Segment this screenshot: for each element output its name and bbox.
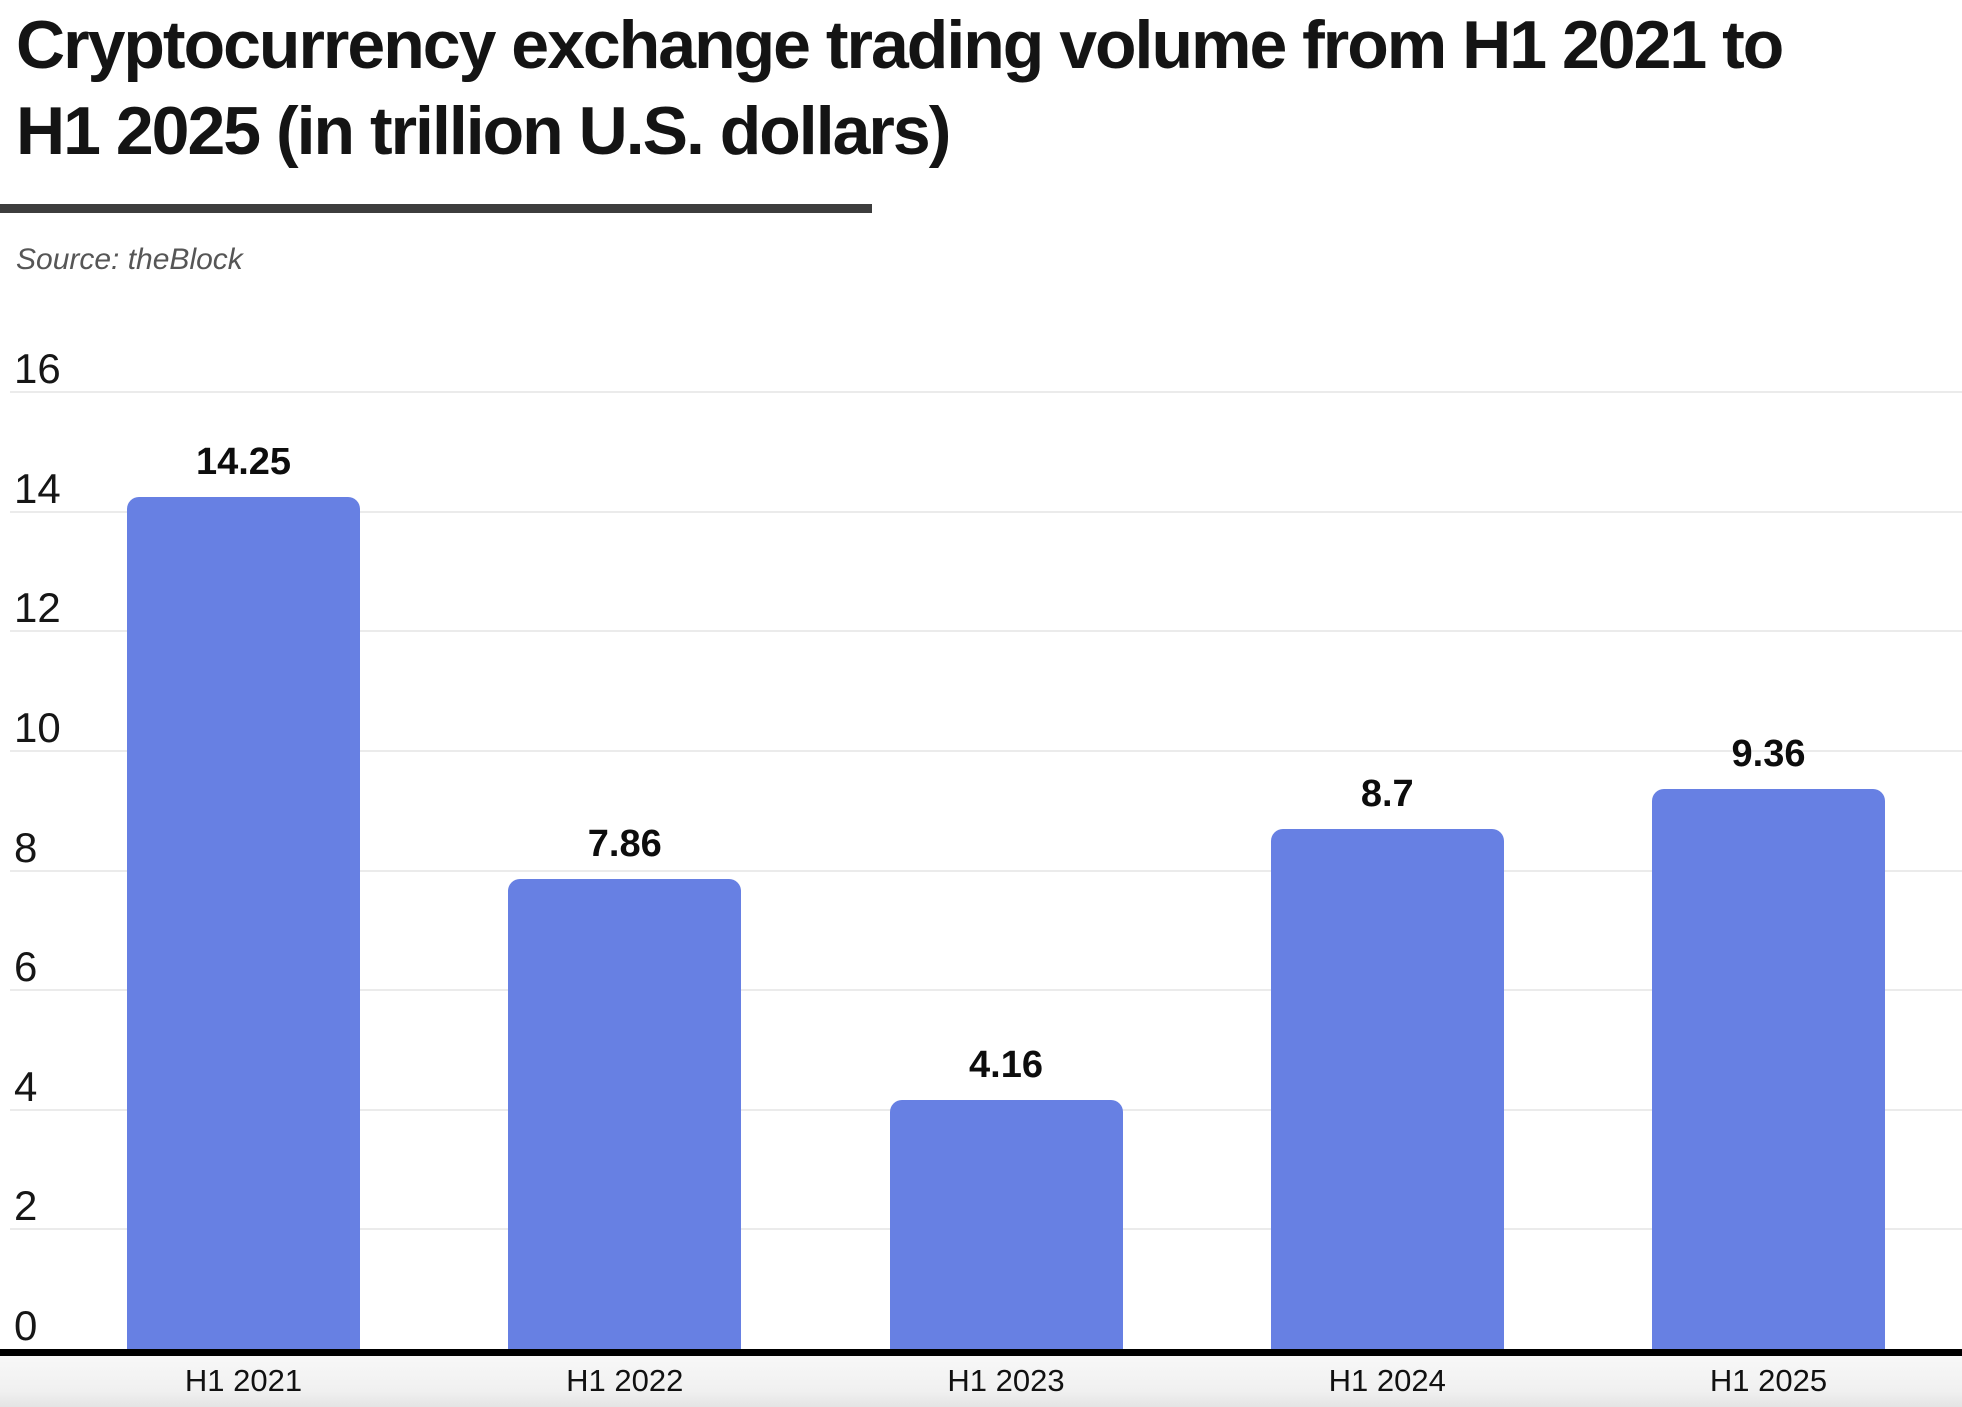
- y-tick-label-0: 0: [14, 1302, 38, 1349]
- chart-title-line-1: Cryptocurrency exchange trading volume f…: [16, 7, 1784, 83]
- chart-title-line-2: H1 2025 (in trillion U.S. dollars): [16, 93, 951, 169]
- bar-h1-2022: [508, 878, 742, 1351]
- source-note: Source: theBlock: [16, 243, 243, 276]
- bar-h1-2021: [127, 496, 360, 1351]
- y-tick-label-8: 8: [14, 823, 38, 871]
- x-axis-label-h1-2024: H1 2024: [1328, 1363, 1446, 1398]
- gridline-6: [10, 989, 1962, 992]
- y-tick-label-6: 6: [14, 943, 38, 991]
- title-underline: [0, 204, 872, 213]
- bar-value-label-h1-2025: 9.36: [1731, 733, 1806, 776]
- bar-value-label-h1-2023: 4.16: [969, 1044, 1043, 1087]
- gridline-10: [10, 750, 1962, 752]
- x-axis-line: [0, 1349, 1962, 1356]
- chart-title: Cryptocurrency exchange trading volume f…: [16, 2, 1784, 174]
- y-tick-label-16: 16: [14, 345, 61, 393]
- x-axis-label-h1-2025: H1 2025: [1709, 1363, 1828, 1398]
- bar-value-label-h1-2022: 7.86: [587, 822, 662, 865]
- y-tick-label-10: 10: [14, 704, 61, 751]
- gridline-16: [10, 391, 1962, 394]
- bar-h1-2023: [889, 1100, 1123, 1351]
- x-axis-label-h1-2021: H1 2021: [184, 1363, 303, 1398]
- bar-h1-2025: [1652, 789, 1885, 1351]
- x-axis-label-h1-2022: H1 2022: [566, 1363, 684, 1398]
- gridline-8: [10, 869, 1962, 872]
- bar-h1-2024: [1270, 828, 1504, 1351]
- bar-value-label-h1-2024: 8.7: [1360, 772, 1414, 815]
- gridline-12: [10, 630, 1962, 633]
- y-tick-label-14: 14: [14, 464, 61, 512]
- x-axis-label-strip: [0, 1356, 1962, 1407]
- y-tick-label-12: 12: [14, 584, 61, 632]
- y-tick-label-2: 2: [14, 1182, 38, 1230]
- bar-value-label-h1-2021: 14.25: [195, 440, 292, 483]
- x-axis-label-h1-2023: H1 2023: [947, 1363, 1065, 1398]
- y-tick-label-4: 4: [14, 1062, 38, 1110]
- gridline-14: [10, 510, 1962, 513]
